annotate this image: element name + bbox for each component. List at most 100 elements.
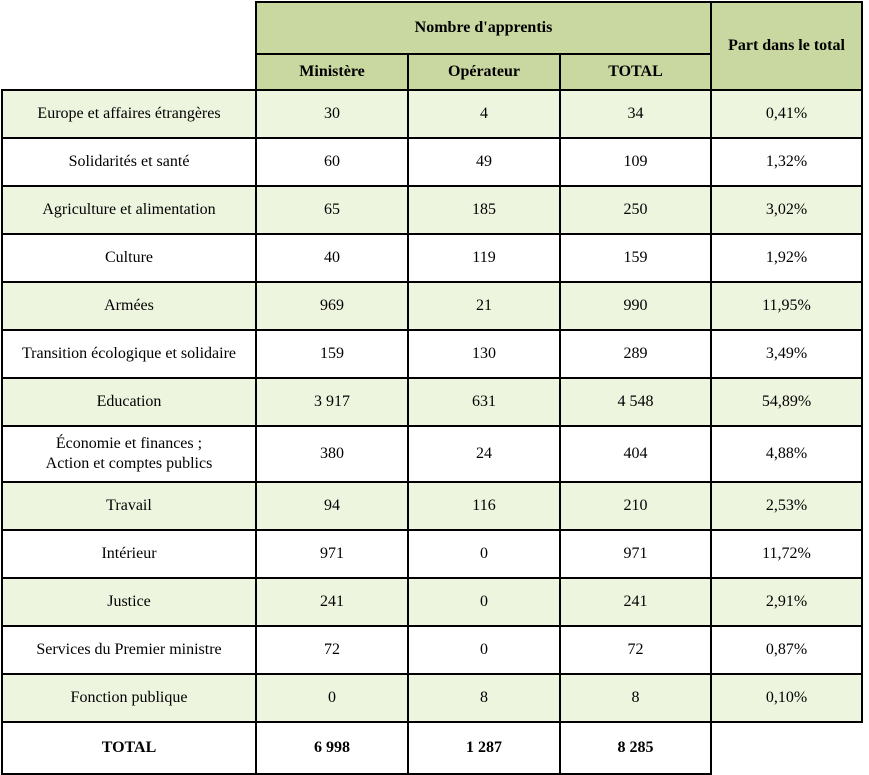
row-label-text: Agriculture et alimentation: [42, 201, 216, 218]
row-label-text: Économie et finances ;: [55, 435, 203, 452]
cell-operateur: 130: [407, 329, 561, 379]
table-row: Intérieur 971 0 971 11,72%: [1, 529, 863, 579]
header-operateur: Opérateur: [407, 53, 561, 91]
row-label-text: Justice: [107, 593, 151, 610]
cell-total: 72: [559, 625, 712, 675]
cell-total: 4 548: [559, 377, 712, 427]
cell-part: 2,53%: [710, 481, 863, 531]
cell-total: 404: [559, 425, 712, 483]
row-label: Justice: [1, 577, 257, 627]
cell-part: 0,41%: [710, 89, 863, 139]
totals-label: TOTAL: [1, 721, 257, 775]
table-row: Services du Premier ministre 72 0 72 0,87%: [1, 625, 863, 675]
cell-ministere: 241: [255, 577, 409, 627]
cell-part: 3,02%: [710, 185, 863, 235]
totals-total: 8 285: [559, 721, 712, 775]
cell-total: 250: [559, 185, 712, 235]
table-row: Travail 94 116 210 2,53%: [1, 481, 863, 531]
cell-ministere: 159: [255, 329, 409, 379]
cell-operateur: 631: [407, 377, 561, 427]
cell-ministere: 969: [255, 281, 409, 331]
row-label: Transition écologique et solidaire: [1, 329, 257, 379]
cell-total: 34: [559, 89, 712, 139]
row-label: Travail: [1, 481, 257, 531]
header-ministere: Ministère: [255, 53, 409, 91]
cell-operateur: 0: [407, 625, 561, 675]
cell-total: 241: [559, 577, 712, 627]
cell-ministere: 0: [255, 673, 409, 723]
cell-ministere: 971: [255, 529, 409, 579]
row-label: Culture: [1, 233, 257, 283]
table-row: Solidarités et santé 60 49 109 1,32%: [1, 137, 863, 187]
row-label-text: Travail: [106, 497, 152, 514]
cell-ministere: 72: [255, 625, 409, 675]
cell-part: 4,88%: [710, 425, 863, 483]
cell-part: 1,32%: [710, 137, 863, 187]
cell-ministere: 380: [255, 425, 409, 483]
cell-total: 159: [559, 233, 712, 283]
cell-part: 1,92%: [710, 233, 863, 283]
cell-part: 0,10%: [710, 673, 863, 723]
row-label: Armées: [1, 281, 257, 331]
table-row: Agriculture et alimentation 65 185 250 3,02%: [1, 185, 863, 235]
cell-total: 210: [559, 481, 712, 531]
row-label: Europe et affaires étrangères: [1, 89, 257, 139]
cell-operateur: 21: [407, 281, 561, 331]
cell-operateur: 116: [407, 481, 561, 531]
cell-operateur: 49: [407, 137, 561, 187]
row-label-text: Europe et affaires étrangères: [37, 105, 221, 122]
cell-ministere: 3 917: [255, 377, 409, 427]
corner-cell: [2, 2, 256, 90]
row-label: Agriculture et alimentation: [1, 185, 257, 235]
table-row: Culture 40 119 159 1,92%: [1, 233, 863, 283]
totals-row: TOTAL 6 998 1 287 8 285: [1, 721, 862, 775]
cell-part: 11,72%: [710, 529, 863, 579]
cell-ministere: 40: [255, 233, 409, 283]
cell-total: 289: [559, 329, 712, 379]
cell-ministere: 30: [255, 89, 409, 139]
table-row: Justice 241 0 241 2,91%: [1, 577, 863, 627]
table-row: Économie et finances ; Action et comptes …: [1, 425, 863, 483]
cell-part: 11,95%: [710, 281, 863, 331]
cell-part: 0,87%: [710, 625, 863, 675]
header-share: Part dans le total: [710, 1, 863, 91]
row-label-text: Services du Premier ministre: [36, 641, 222, 658]
row-label-text: Education: [96, 393, 162, 410]
totals-operateur: 1 287: [407, 721, 561, 775]
row-label: Education: [1, 377, 257, 427]
cell-ministere: 65: [255, 185, 409, 235]
cell-operateur: 185: [407, 185, 561, 235]
cell-total: 8: [559, 673, 712, 723]
cell-ministere: 60: [255, 137, 409, 187]
row-label-text: Solidarités et santé: [68, 153, 190, 170]
row-label-text-line2: Action et comptes publics: [45, 455, 213, 472]
row-label-text: Fonction publique: [70, 689, 188, 706]
totals-ministere: 6 998: [255, 721, 409, 775]
row-label: Services du Premier ministre: [1, 625, 257, 675]
cell-total: 109: [559, 137, 712, 187]
row-label-text: Culture: [105, 249, 153, 266]
row-label: Solidarités et santé: [1, 137, 257, 187]
cell-part: 2,91%: [710, 577, 863, 627]
row-label-text: Transition écologique et solidaire: [21, 345, 237, 362]
table-row: Education 3 917 631 4 548 54,89%: [1, 377, 863, 427]
cell-operateur: 24: [407, 425, 561, 483]
cell-ministere: 94: [255, 481, 409, 531]
totals-empty: [711, 722, 862, 774]
cell-operateur: 4: [407, 89, 561, 139]
cell-operateur: 0: [407, 529, 561, 579]
row-label: Intérieur: [1, 529, 257, 579]
row-label: Fonction publique: [1, 673, 257, 723]
table-row: Fonction publique 0 8 8 0,10%: [1, 673, 863, 723]
cell-operateur: 0: [407, 577, 561, 627]
row-label: Économie et finances ; Action et comptes …: [1, 425, 257, 483]
header-total: TOTAL: [559, 53, 712, 91]
row-label-text: Intérieur: [101, 545, 157, 562]
cell-part: 3,49%: [710, 329, 863, 379]
cell-total: 990: [559, 281, 712, 331]
header-group: Nombre d'apprentis: [255, 1, 712, 55]
row-label-text: Armées: [104, 297, 154, 314]
table-row: Armées 969 21 990 11,95%: [1, 281, 863, 331]
cell-operateur: 8: [407, 673, 561, 723]
